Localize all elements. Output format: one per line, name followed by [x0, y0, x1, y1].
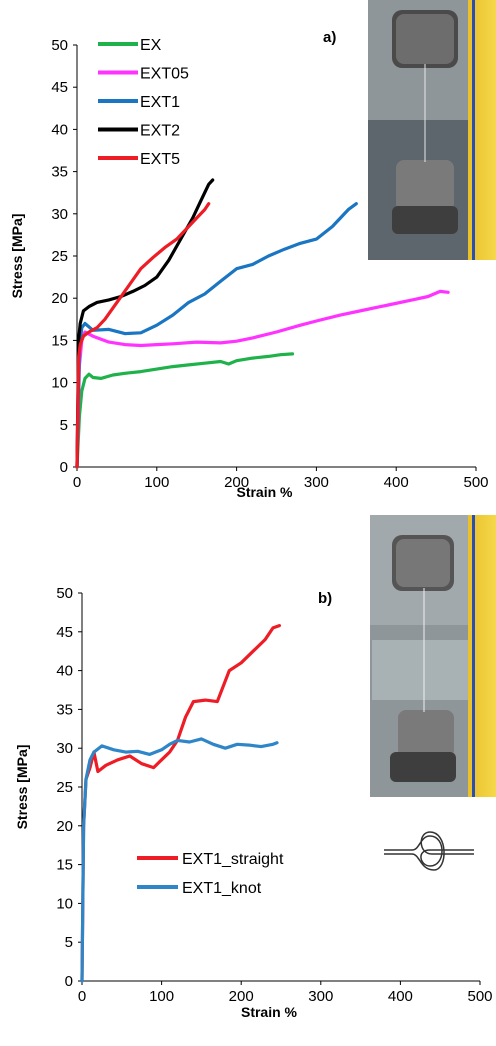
y-tick-label: 0 — [65, 973, 73, 990]
y-tick-label: 25 — [51, 248, 68, 265]
y-tick-label: 5 — [65, 934, 73, 951]
x-tick-label: 100 — [144, 474, 169, 491]
y-tick-label: 40 — [51, 121, 68, 138]
y-tick-label: 50 — [56, 585, 73, 602]
x-tick-label: 0 — [78, 988, 86, 1005]
y-tick-label: 15 — [51, 332, 68, 349]
legend-label: EXT1_knot — [182, 880, 262, 897]
series-line-ext1 — [75, 202, 358, 469]
y-tick-label: 40 — [56, 663, 73, 680]
panel-label: b) — [318, 590, 332, 607]
legend-label: EX — [140, 37, 162, 54]
y-tick-label: 20 — [51, 290, 68, 307]
specimen-photo-b — [370, 515, 496, 797]
x-tick-label: 300 — [304, 474, 329, 491]
panel-label: a) — [323, 29, 336, 46]
y-tick-label: 10 — [56, 895, 73, 912]
legend-label: EXT5 — [140, 151, 180, 168]
x-tick-label: 100 — [149, 988, 174, 1005]
x-tick-label: 200 — [224, 474, 249, 491]
x-tick-label: 500 — [463, 474, 488, 491]
series-line-ext1-straight — [80, 623, 281, 983]
x-tick-label: 200 — [229, 988, 254, 1005]
x-axis-label: Strain % — [241, 1004, 298, 1020]
legend-label: EXT05 — [140, 66, 189, 83]
x-tick-label: 0 — [73, 474, 81, 491]
y-tick-label: 45 — [56, 624, 73, 641]
y-axis-label: Stress [MPa] — [9, 214, 25, 299]
series-line-ext5 — [75, 202, 211, 469]
x-axis-label: Strain % — [236, 484, 293, 500]
x-tick-label: 400 — [384, 474, 409, 491]
y-tick-label: 0 — [60, 459, 68, 476]
series-line-ext1-knot — [80, 737, 279, 983]
series-line-ex — [75, 352, 295, 469]
y-tick-label: 30 — [56, 740, 73, 757]
y-axis-label: Stress [MPa] — [14, 745, 30, 830]
y-tick-label: 35 — [51, 164, 68, 181]
series-line-ext2 — [75, 178, 215, 469]
y-tick-label: 30 — [51, 206, 68, 223]
x-tick-label: 500 — [467, 988, 492, 1005]
y-tick-label: 45 — [51, 79, 68, 96]
legend-label: EXT1 — [140, 94, 180, 111]
y-tick-label: 20 — [56, 818, 73, 835]
y-tick-label: 5 — [60, 417, 68, 434]
y-tick-label: 10 — [51, 375, 68, 392]
x-tick-label: 300 — [308, 988, 333, 1005]
series-line-ext05 — [75, 289, 450, 469]
x-tick-label: 400 — [388, 988, 413, 1005]
y-tick-label: 15 — [56, 857, 73, 874]
legend-label: EXT2 — [140, 123, 180, 140]
y-tick-label: 25 — [56, 779, 73, 796]
y-tick-label: 35 — [56, 701, 73, 718]
legend-label: EXT1_straight — [182, 851, 284, 868]
knot-icon — [384, 831, 474, 871]
y-tick-label: 50 — [51, 37, 68, 54]
specimen-photo-a — [368, 0, 496, 260]
